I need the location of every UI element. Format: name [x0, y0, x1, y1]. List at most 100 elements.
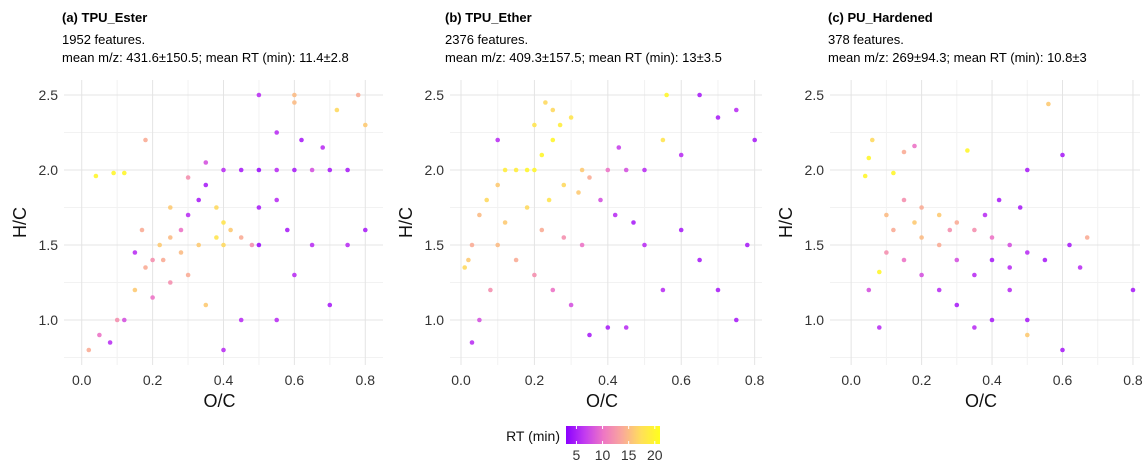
scatter-point	[989, 317, 995, 323]
scatter-point	[462, 265, 468, 270]
scatter-point	[715, 115, 721, 120]
scatter-point	[550, 107, 556, 113]
scatter-point	[1060, 152, 1065, 158]
scatter-point	[150, 295, 155, 300]
scatter-point	[221, 167, 226, 173]
scatter-point	[274, 167, 280, 173]
scatter-point	[196, 197, 201, 203]
scatter-point	[1017, 205, 1023, 210]
scatter-point	[598, 197, 603, 203]
scatter-point	[309, 242, 315, 248]
scatter-point	[1007, 265, 1012, 270]
scatter-point	[178, 250, 184, 255]
panel-feature-count: 1952 features.	[62, 32, 145, 47]
panel-2: (b) TPU_Ether 2376 features. mean m/z: 409…	[396, 10, 765, 411]
scatter-point	[345, 242, 350, 248]
scatter-point	[185, 212, 191, 218]
scatter-point	[550, 137, 556, 143]
scatter-point	[605, 325, 611, 330]
scatter-point	[901, 257, 907, 263]
scatter-point	[168, 280, 173, 285]
scatter-point	[513, 167, 519, 173]
panel-stats: mean m/z: 431.6±150.5; mean RT (min): 11…	[62, 50, 349, 65]
scatter-point	[862, 173, 868, 179]
color-legend: RT (min) 5 10 15 20	[506, 426, 663, 463]
scatter-point	[363, 122, 368, 128]
y-axis-title: H/C	[10, 207, 30, 238]
scatter-point	[292, 272, 297, 278]
scatter-point	[912, 220, 917, 225]
scatter-point	[642, 242, 647, 248]
scatter-point	[642, 167, 647, 173]
legend-colorbar	[566, 426, 660, 444]
scatter-point	[972, 272, 977, 278]
legend-tick-label: 15	[621, 447, 637, 463]
legend-tick-label: 10	[595, 447, 611, 463]
scatter-point	[285, 227, 290, 233]
x-tick-label: 0.2	[912, 372, 932, 388]
scatter-point	[221, 347, 226, 353]
scatter-point	[469, 242, 475, 248]
scatter-point	[605, 167, 611, 173]
scatter-point	[568, 302, 574, 308]
y-tick-label: 1.5	[39, 237, 59, 253]
scatter-point	[965, 148, 970, 153]
scatter-point	[936, 287, 942, 293]
y-tick-label: 2.5	[39, 87, 59, 103]
scatter-point	[1077, 265, 1083, 270]
scatter-point	[132, 250, 138, 255]
scatter-point	[901, 149, 907, 155]
x-axis-title: O/C	[586, 391, 618, 411]
scatter-point	[196, 242, 201, 248]
scatter-point	[954, 257, 960, 263]
scatter-point	[745, 242, 750, 248]
y-tick-label: 2.0	[39, 162, 59, 178]
scatter-point	[345, 167, 350, 173]
scatter-point	[484, 197, 490, 203]
scatter-point	[660, 287, 666, 293]
scatter-point	[488, 287, 493, 293]
scatter-point	[221, 242, 226, 248]
scatter-point	[1025, 167, 1030, 173]
scatter-point	[299, 137, 304, 143]
y-tick-label: 1.0	[805, 312, 825, 328]
scatter-point	[891, 170, 896, 176]
scatter-point	[274, 130, 280, 135]
y-tick-label: 2.5	[425, 87, 445, 103]
y-tick-label: 1.5	[805, 237, 825, 253]
legend-tick-label: 20	[647, 447, 663, 463]
scatter-point	[168, 205, 173, 210]
scatter-point	[989, 235, 995, 240]
y-tick-label: 1.5	[425, 237, 445, 253]
scatter-point	[877, 325, 882, 330]
scatter-point	[539, 227, 545, 233]
scatter-point	[1046, 101, 1051, 107]
scatter-point	[884, 212, 889, 218]
x-tick-label: 0.2	[143, 372, 163, 388]
scatter-point	[1007, 287, 1012, 293]
scatter-point	[334, 107, 340, 113]
scatter-point	[477, 317, 482, 323]
scatter-point	[513, 257, 519, 263]
scatter-point	[203, 302, 209, 308]
scatter-point	[143, 265, 148, 270]
scatter-point	[870, 137, 875, 143]
scatter-point	[715, 287, 721, 293]
scatter-point	[912, 143, 917, 149]
scatter-point	[495, 137, 501, 143]
scatter-point	[203, 182, 209, 188]
scatter-point	[936, 212, 942, 218]
scatter-point	[238, 235, 244, 240]
scatter-point	[502, 167, 508, 173]
scatter-point	[502, 220, 508, 225]
panel-1: (a) TPU_Ester 1952 features. mean m/z: 431…	[10, 10, 383, 411]
scatter-point	[524, 167, 530, 173]
scatter-point	[292, 100, 297, 105]
scatter-point	[274, 317, 280, 323]
scatter-point	[238, 317, 244, 323]
scatter-point	[982, 212, 988, 218]
scatter-point	[203, 160, 209, 165]
scatter-point	[256, 242, 262, 248]
scatter-point	[947, 227, 953, 233]
scatter-point	[256, 167, 262, 173]
